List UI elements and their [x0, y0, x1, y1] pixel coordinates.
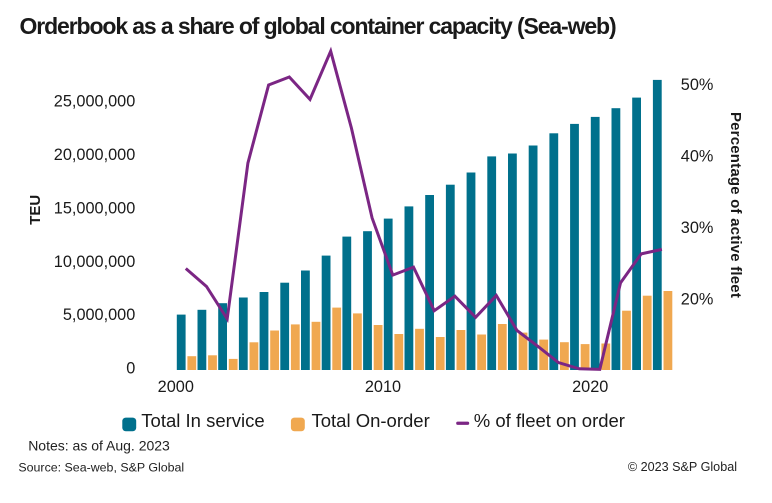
- svg-text:Percentage of active fleet: Percentage of active fleet: [727, 112, 744, 298]
- svg-text:2010: 2010: [365, 378, 401, 396]
- svg-text:% of fleet on order: % of fleet on order: [474, 410, 625, 431]
- svg-text:50%: 50%: [681, 76, 714, 94]
- svg-text:Orderbook as a share of global: Orderbook as a share of global container…: [20, 13, 616, 39]
- svg-text:10,000,000: 10,000,000: [54, 253, 136, 271]
- svg-text:Source: Sea-web, S&P Global: Source: Sea-web, S&P Global: [18, 460, 184, 474]
- svg-text:25,000,000: 25,000,000: [54, 93, 136, 111]
- svg-text:20,000,000: 20,000,000: [54, 146, 136, 164]
- svg-text:40%: 40%: [681, 148, 714, 166]
- svg-text:5,000,000: 5,000,000: [63, 306, 135, 324]
- svg-text:© 2023 S&P Global: © 2023 S&P Global: [628, 460, 737, 474]
- svg-text:0: 0: [126, 360, 135, 378]
- svg-text:Total In service: Total In service: [141, 410, 264, 431]
- svg-text:20%: 20%: [681, 291, 714, 309]
- svg-text:Total On-order: Total On-order: [312, 410, 430, 431]
- svg-text:30%: 30%: [681, 219, 714, 237]
- svg-text:2020: 2020: [572, 378, 608, 396]
- svg-text:TEU: TEU: [27, 195, 44, 225]
- svg-text:15,000,000: 15,000,000: [54, 199, 136, 217]
- svg-text:Notes: as of Aug. 2023: Notes: as of Aug. 2023: [28, 437, 170, 453]
- svg-text:2000: 2000: [158, 378, 194, 396]
